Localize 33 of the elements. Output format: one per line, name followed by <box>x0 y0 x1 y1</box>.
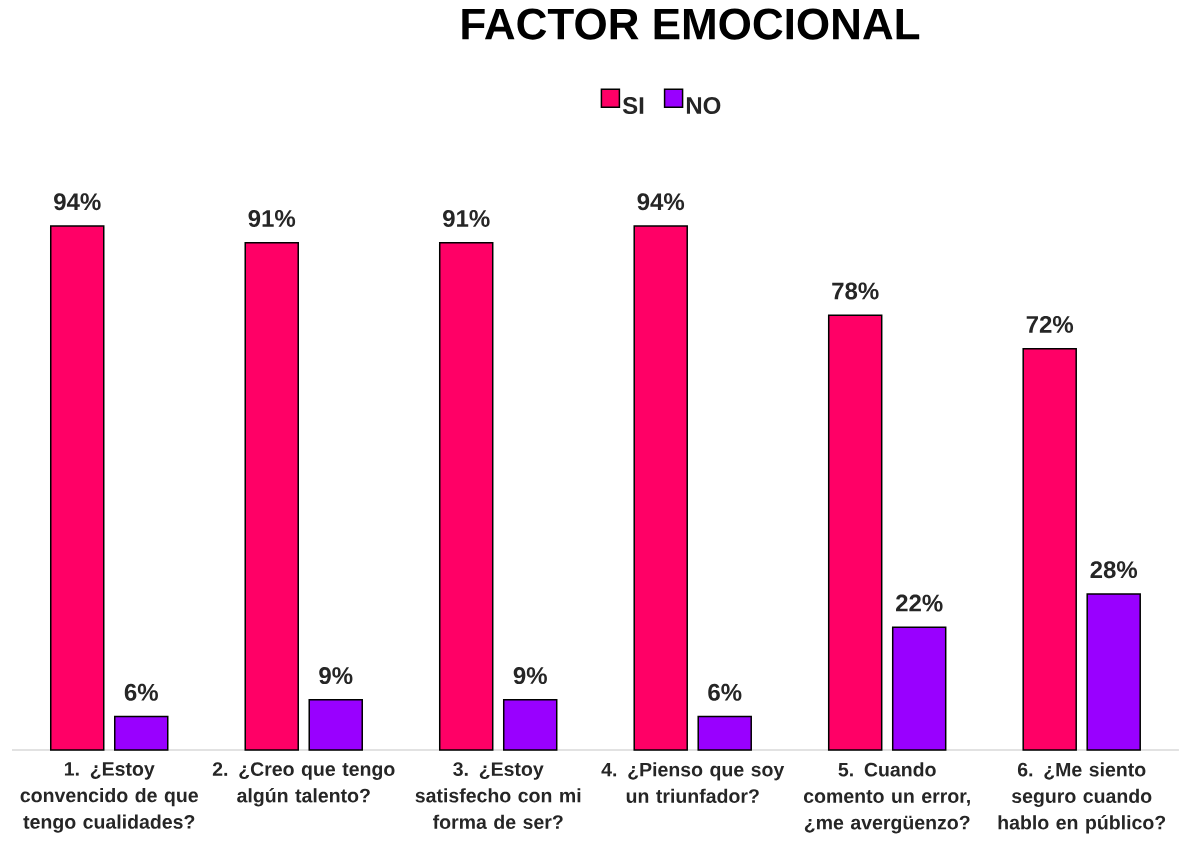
data-label: 6% <box>708 683 742 701</box>
bar <box>502 699 558 751</box>
data-label: 94% <box>54 193 101 211</box>
bar <box>1022 347 1077 751</box>
x-tick-label: 3. ¿Estoy satisfecho con mi forma de ser? <box>415 762 581 829</box>
bar <box>438 241 494 751</box>
chart-title: FACTOR EMOCIONAL <box>462 8 920 40</box>
x-tick-label: 5. Cuando comento un error, ¿me avergüenzo? <box>804 762 970 834</box>
x-tick-label: 1. ¿Estoy convencido de que tengo cualidades? <box>20 762 198 833</box>
data-label: 94% <box>637 193 685 211</box>
bar <box>697 715 752 751</box>
data-label: 72% <box>1026 315 1074 333</box>
data-label: 91% <box>248 209 296 227</box>
legend-label: NO <box>686 97 721 115</box>
bar <box>1086 593 1141 751</box>
bar <box>114 715 169 751</box>
data-label: 91% <box>443 209 490 227</box>
x-tick-label: 6. ¿Me siento seguro cuando hablo en público? <box>998 762 1166 834</box>
data-label: 22% <box>896 594 943 612</box>
bar <box>633 225 688 751</box>
bar <box>891 626 947 751</box>
bar <box>308 699 363 751</box>
bar <box>49 225 105 751</box>
bar <box>827 314 883 751</box>
data-label: 9% <box>319 667 353 685</box>
legend-label: SI <box>622 97 644 115</box>
bar <box>244 241 299 751</box>
data-label: 28% <box>1090 561 1138 579</box>
data-label: 78% <box>832 282 879 300</box>
data-label: 6% <box>124 683 158 701</box>
data-label: 9% <box>513 667 547 685</box>
x-tick-label: 4. ¿Pienso que soy un triunfador? <box>601 762 785 804</box>
x-tick-label: 2. ¿Creo que tengo algún talento? <box>212 762 395 807</box>
